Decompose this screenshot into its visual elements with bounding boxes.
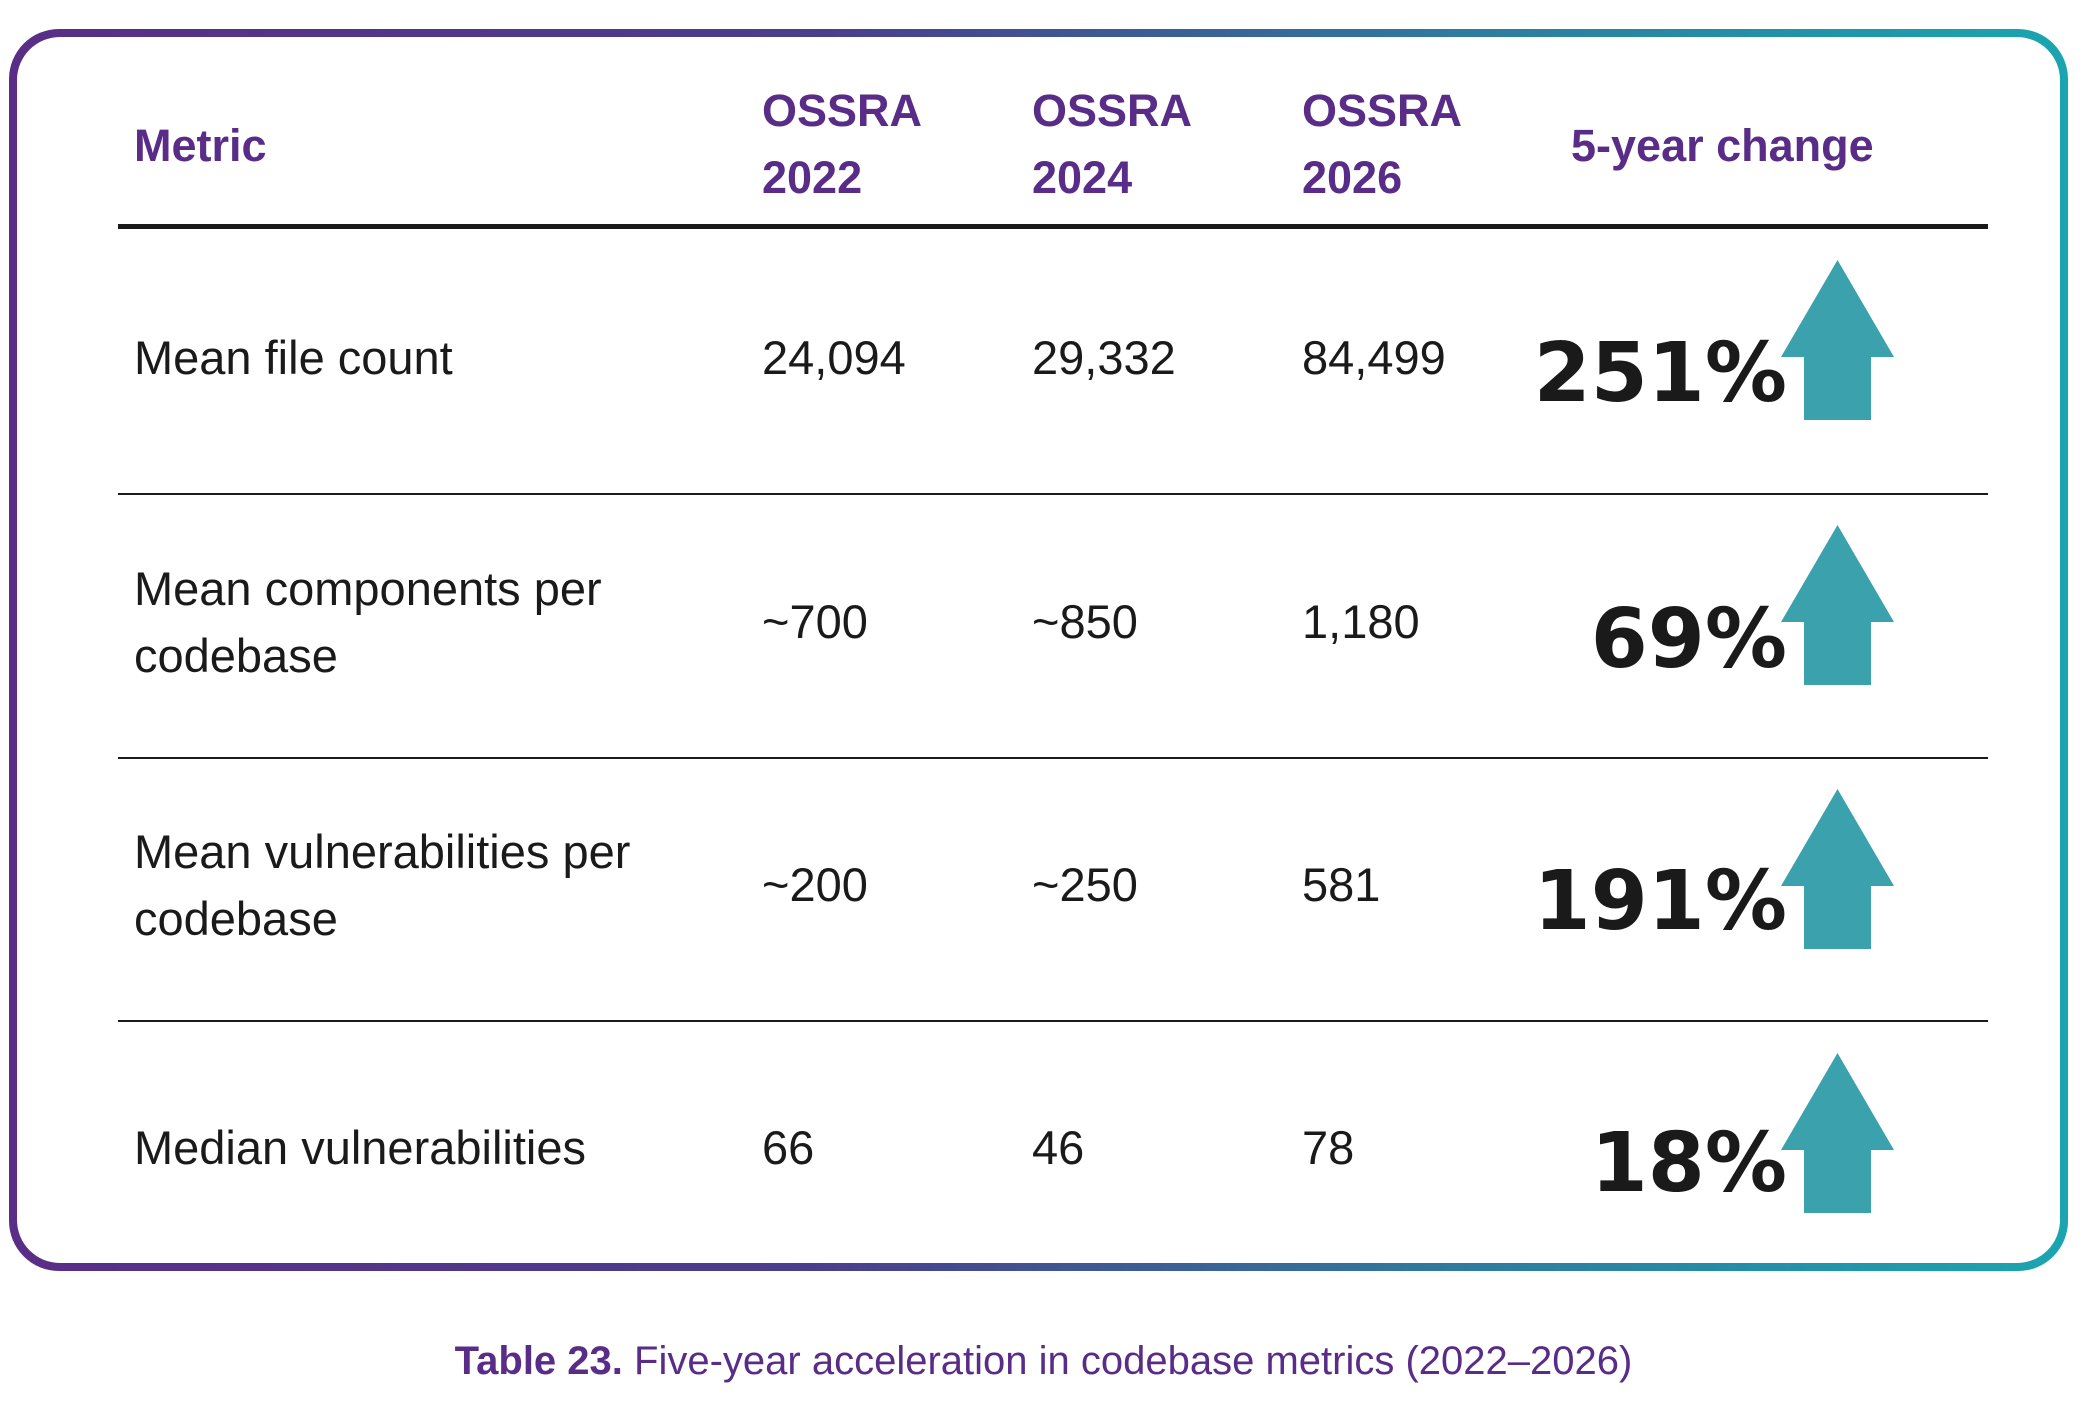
row-4-value-2026: 78 — [1302, 1121, 1355, 1174]
header-ossra-2022: OSSRA 2022 — [762, 85, 923, 203]
table-caption: Table 23. Five-year acceleration in code… — [0, 1334, 2087, 1388]
row-1-value-2022: 24,094 — [762, 331, 906, 384]
row-4-change: 18% — [1590, 1116, 1787, 1211]
header-ossra-2026: OSSRA 2026 — [1302, 85, 1463, 203]
header-ossra-2024: OSSRA 2024 — [1032, 85, 1193, 203]
table-frame: Metric OSSRA 2022 OSSRA 2024 OSSRA 2026 … — [9, 29, 2068, 1271]
row-1-change: 251% — [1533, 326, 1787, 421]
row-2-value-2026: 1,180 — [1302, 595, 1420, 648]
row-3-value-2026: 581 — [1302, 858, 1381, 911]
row-2-value-2024: ~850 — [1032, 595, 1138, 648]
header-metric: Metric — [134, 120, 267, 171]
row-3-change-cell: 191% — [1337, 857, 1787, 947]
row-4-value-2024: 46 — [1032, 1121, 1085, 1174]
row-1-change-cell: 251% — [1337, 329, 1787, 419]
row-3-value-2022: ~200 — [762, 858, 868, 911]
header-5-year-change: 5-year change — [1571, 120, 1874, 171]
up-arrow-icon — [1781, 525, 1894, 685]
row-1-value-2026: 84,499 — [1302, 331, 1446, 384]
row-3-change: 191% — [1533, 854, 1787, 949]
row-divider — [118, 757, 1988, 759]
header-divider — [118, 224, 1988, 229]
row-divider — [118, 493, 1988, 495]
row-3-metric: Mean vulnerabilities per codebase — [134, 825, 631, 945]
row-2-value-2022: ~700 — [762, 595, 868, 648]
up-arrow-icon — [1781, 789, 1894, 949]
row-divider — [118, 1020, 1988, 1022]
caption-text: Five-year acceleration in codebase metri… — [622, 1339, 1633, 1383]
up-arrow-icon — [1781, 1053, 1894, 1213]
row-4-metric: Median vulnerabilities — [134, 1121, 586, 1174]
metrics-table: Metric OSSRA 2022 OSSRA 2024 OSSRA 2026 … — [17, 37, 2060, 1263]
row-4-value-2022: 66 — [762, 1121, 815, 1174]
caption-label: Table 23. — [454, 1339, 623, 1383]
row-4-change-cell: 18% — [1337, 1119, 1787, 1209]
table-card: Metric OSSRA 2022 OSSRA 2024 OSSRA 2026 … — [17, 37, 2060, 1263]
row-2-change: 69% — [1590, 592, 1787, 687]
row-1-metric: Mean file count — [134, 331, 453, 384]
row-2-metric: Mean components per codebase — [134, 562, 602, 682]
row-2-change-cell: 69% — [1337, 595, 1787, 685]
row-3-value-2024: ~250 — [1032, 858, 1138, 911]
row-1-value-2024: 29,332 — [1032, 331, 1176, 384]
up-arrow-icon — [1781, 260, 1894, 420]
